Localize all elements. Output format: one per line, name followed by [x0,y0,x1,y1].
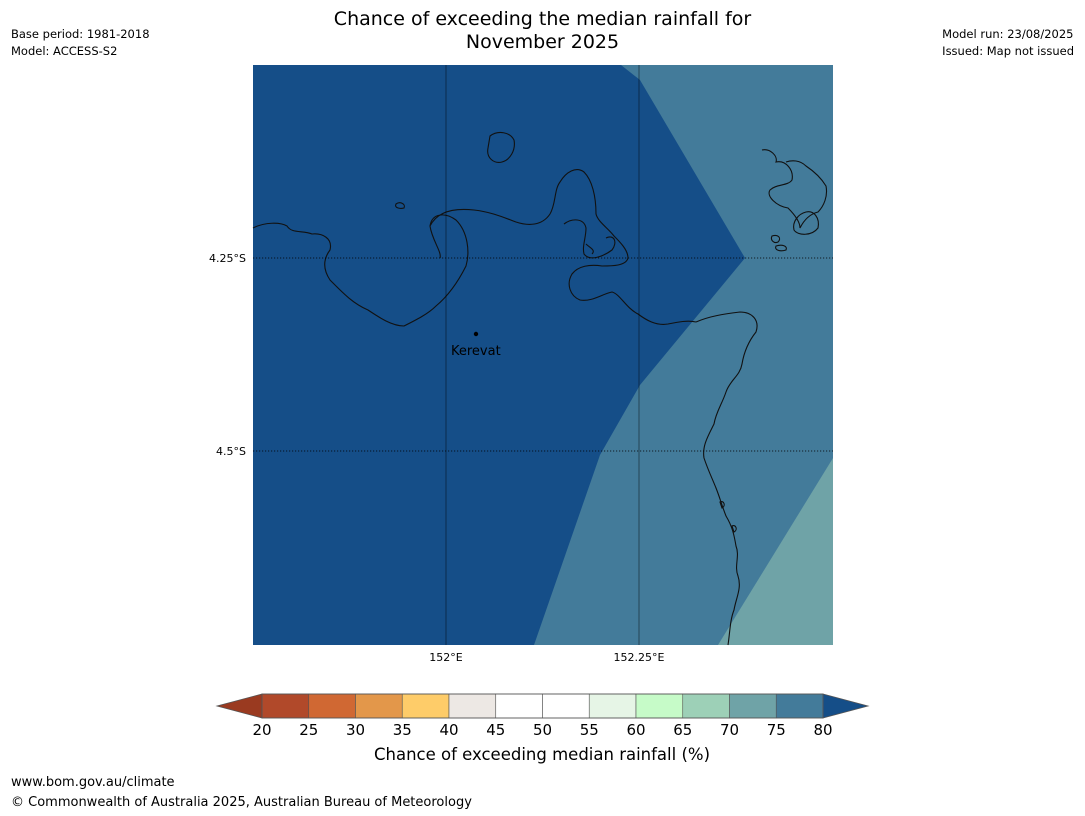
colorbar-tick-label: 20 [252,721,271,739]
colorbar-tick-label: 55 [580,721,599,739]
colorbar-segment [308,693,356,719]
colorbar-tick-label: 70 [720,721,739,739]
colorbar-segment [775,693,824,719]
graticule-labels: 4.25°S 4.5°S 152°E 152.25°E [209,252,664,664]
colorbar-tick-label: 30 [346,721,365,739]
lon-label-152-25: 152.25°E [614,651,665,664]
colorbar-tick-label: 40 [439,721,458,739]
probability-zone-70-75 [718,458,833,645]
place-label-kerevat: Kerevat [451,344,501,359]
colorbar-segment [355,693,403,719]
model-run: Model run: 23/08/2025 [942,27,1074,41]
colorbar-label: Chance of exceeding median rainfall (%) [373,745,711,764]
lat-label-4-25: 4.25°S [209,252,246,265]
coastline-new-ireland [695,311,758,646]
colorbar-under-arrow [215,693,263,719]
colorbar-tick-label: 50 [533,721,552,739]
probability-zone-75-80 [534,65,833,645]
footer-copyright: © Commonwealth of Australia 2025, Austra… [11,795,472,810]
colorbar: 20 25 30 35 40 45 50 55 60 65 70 75 80 [215,693,870,739]
map-title: Chance of exceeding the median rainfall … [270,8,815,54]
graticule [253,65,833,645]
coastline-islets-east [770,211,819,252]
colorbar-tick-label: 75 [767,721,786,739]
lat-label-4-5: 4.5°S [216,445,246,458]
colorbar-tick-label: 80 [813,721,832,739]
colorbar-segment [401,693,450,719]
colorbar-tick-label: 35 [393,721,412,739]
coastline-gazelle-peninsula [252,169,697,327]
base-period: Base period: 1981-2018 [11,27,150,41]
coastline-islet-west [395,202,405,209]
colorbar-segment [261,693,310,719]
colorbar-ticks: 20 25 30 35 40 45 50 55 60 65 70 75 80 [252,721,832,739]
colorbar-segments [261,693,824,719]
colorbar-segment [542,693,590,719]
colorbar-over-arrow [822,693,870,719]
colorbar-tick-label: 65 [673,721,692,739]
map-title-line2: November 2025 [465,31,620,53]
colorbar-tick-label: 45 [486,721,505,739]
model-name: Model: ACCESS-S2 [11,44,118,58]
colorbar-segment [448,693,497,719]
lon-label-152: 152°E [429,651,462,664]
issued-status: Issued: Map not issued [942,44,1074,58]
coastlines [252,131,828,646]
map-panel: Kerevat [252,65,833,646]
meta-right: Model run: 23/08/2025 Issued: Map not is… [942,26,1074,60]
colorbar-segment [588,693,637,719]
meta-left: Base period: 1981-2018 Model: ACCESS-S2 [11,26,150,60]
map-title-line1: Chance of exceeding the median rainfall … [333,8,752,30]
colorbar-segment [635,693,684,719]
kerevat-marker [473,331,479,337]
colorbar-segment [682,693,730,719]
colorbar-outline [261,693,824,719]
colorbar-tick-label: 25 [299,721,318,739]
coastline-islet-east-coast [719,501,737,533]
footer-url: www.bom.gov.au/climate [11,775,175,790]
colorbar-segment [495,693,543,719]
coastline-duke-of-york [563,219,616,259]
colorbar-segment [729,693,777,719]
coastline-north-island [487,131,515,163]
colorbar-tick-label: 60 [626,721,645,739]
